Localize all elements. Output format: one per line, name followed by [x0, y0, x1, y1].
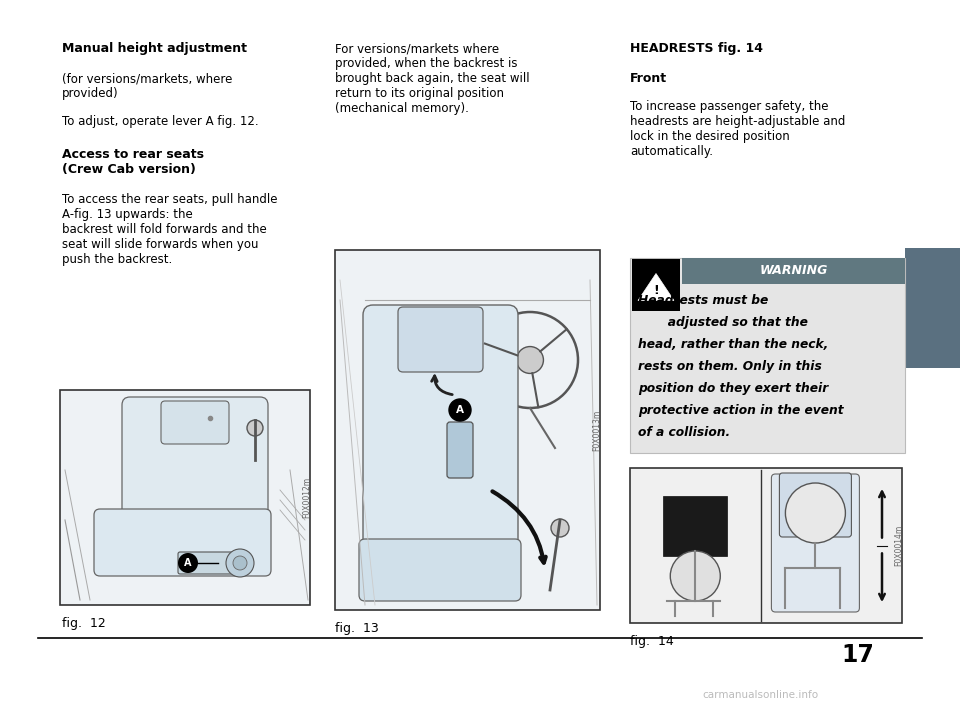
Text: F0X0013m: F0X0013m — [592, 409, 602, 451]
Text: protective action in the event: protective action in the event — [638, 404, 844, 417]
Text: A: A — [184, 558, 192, 568]
FancyBboxPatch shape — [905, 248, 960, 368]
FancyBboxPatch shape — [630, 468, 902, 623]
Circle shape — [449, 399, 471, 421]
FancyBboxPatch shape — [122, 397, 268, 533]
Polygon shape — [638, 274, 674, 301]
FancyBboxPatch shape — [398, 307, 483, 372]
FancyBboxPatch shape — [363, 305, 518, 575]
Circle shape — [247, 420, 263, 436]
Text: To increase passenger safety, the
headrests are height-adjustable and
lock in th: To increase passenger safety, the headre… — [630, 100, 846, 158]
Text: fig.  12: fig. 12 — [62, 617, 106, 630]
Text: 17: 17 — [842, 643, 875, 667]
Circle shape — [178, 553, 198, 573]
FancyBboxPatch shape — [60, 390, 310, 605]
Text: head, rather than the neck,: head, rather than the neck, — [638, 338, 828, 351]
Text: WARNING: WARNING — [759, 264, 828, 277]
Text: Manual height adjustment: Manual height adjustment — [62, 42, 247, 55]
Text: Headrests must be: Headrests must be — [638, 294, 768, 307]
Text: To adjust, operate lever A fig. 12.: To adjust, operate lever A fig. 12. — [62, 115, 258, 128]
Text: position do they exert their: position do they exert their — [638, 382, 828, 395]
Circle shape — [785, 483, 846, 543]
Circle shape — [226, 549, 254, 577]
Circle shape — [233, 556, 247, 570]
FancyBboxPatch shape — [630, 258, 905, 453]
Text: !: ! — [653, 284, 659, 298]
FancyBboxPatch shape — [780, 473, 852, 537]
FancyBboxPatch shape — [178, 552, 237, 574]
Text: Access to rear seats
(Crew Cab version): Access to rear seats (Crew Cab version) — [62, 148, 204, 176]
Text: of a collision.: of a collision. — [638, 426, 731, 439]
FancyBboxPatch shape — [632, 259, 680, 311]
Text: For versions/markets where
provided, when the backrest is
brought back again, th: For versions/markets where provided, whe… — [335, 42, 530, 115]
Text: To access the rear seats, pull handle
A-fig. 13 upwards: the
backrest will fold : To access the rear seats, pull handle A-… — [62, 193, 277, 266]
Text: HEADRESTS fig. 14: HEADRESTS fig. 14 — [630, 42, 763, 55]
Circle shape — [670, 551, 720, 601]
Circle shape — [516, 347, 543, 374]
Text: fig.  13: fig. 13 — [335, 622, 379, 635]
FancyBboxPatch shape — [447, 422, 473, 478]
FancyBboxPatch shape — [359, 539, 521, 601]
Text: carmanualsonline.info: carmanualsonline.info — [702, 690, 818, 700]
Circle shape — [551, 519, 569, 537]
Text: A: A — [456, 405, 464, 415]
FancyBboxPatch shape — [682, 258, 905, 284]
Text: Front: Front — [630, 72, 667, 85]
Text: fig.  14: fig. 14 — [630, 635, 674, 648]
Text: F0X0014m: F0X0014m — [895, 525, 903, 566]
FancyBboxPatch shape — [94, 509, 271, 576]
FancyBboxPatch shape — [772, 474, 859, 612]
Text: adjusted so that the: adjusted so that the — [638, 316, 808, 329]
Text: rests on them. Only in this: rests on them. Only in this — [638, 360, 822, 373]
FancyBboxPatch shape — [161, 401, 229, 444]
Text: F0X0012m: F0X0012m — [302, 476, 311, 518]
FancyBboxPatch shape — [663, 496, 728, 556]
FancyBboxPatch shape — [335, 250, 600, 610]
Text: (for versions/markets, where
provided): (for versions/markets, where provided) — [62, 72, 232, 100]
